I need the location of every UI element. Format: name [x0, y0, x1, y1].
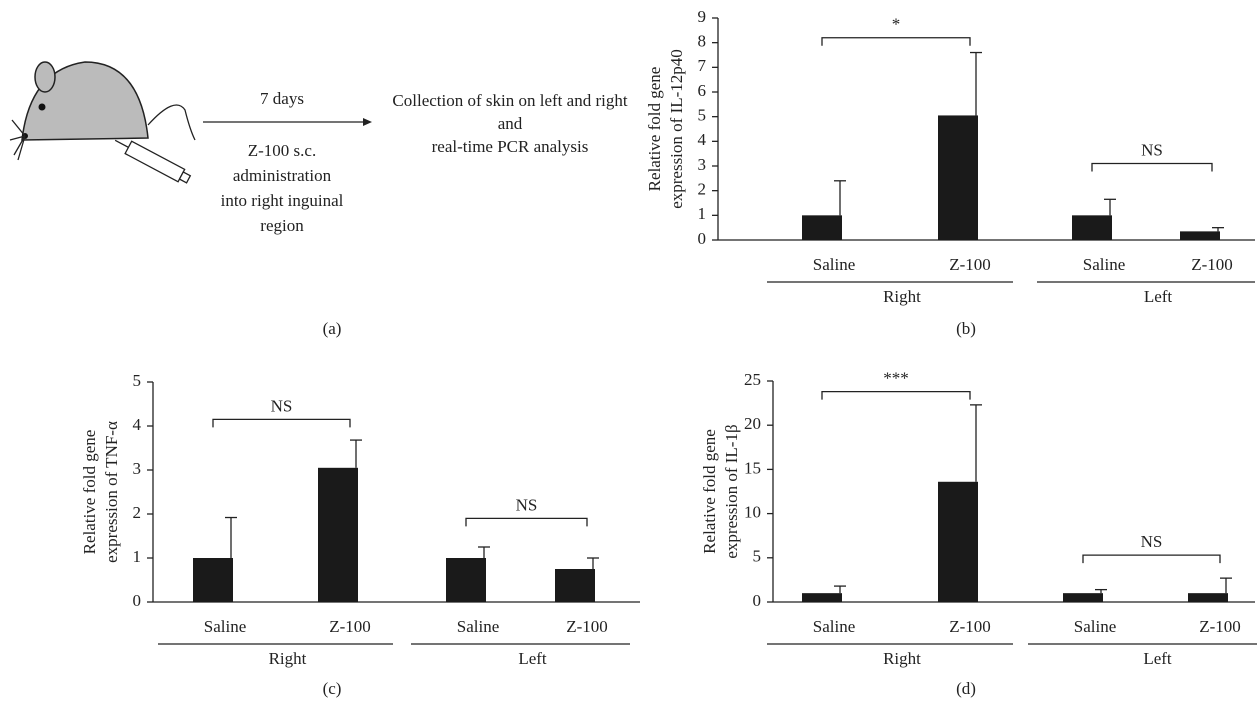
x-tick-label: Saline [1083, 255, 1126, 274]
result-text: real-time PCR analysis [432, 137, 589, 156]
significance-label: * [892, 15, 901, 34]
result-text: Collection of skin on left and right [392, 91, 627, 110]
significance-label: NS [271, 396, 293, 415]
panel-label: (c) [323, 679, 342, 698]
y-axis-label: Relative fold gene [700, 429, 719, 554]
bar [318, 467, 358, 602]
y-axis-label: expression of IL-12p40 [667, 49, 686, 209]
x-tick-label: Z-100 [566, 617, 608, 636]
significance-bracket [465, 517, 588, 527]
x-tick-label: Z-100 [1199, 617, 1241, 636]
y-tick-label: 7 [698, 56, 707, 75]
bar [802, 593, 842, 602]
bar [555, 569, 595, 602]
bar [446, 558, 486, 602]
y-tick-label: 5 [133, 371, 142, 390]
group-label: Right [883, 649, 921, 668]
y-tick-label: 5 [698, 106, 707, 125]
y-tick-label: 1 [698, 204, 707, 223]
arrow-note: region [260, 216, 304, 235]
y-tick-label: 6 [698, 81, 707, 100]
arrow-label: 7 days [260, 89, 304, 108]
x-tick-label: Saline [1074, 617, 1117, 636]
arrow-note: Z-100 s.c. [248, 141, 316, 160]
significance-label: NS [1141, 140, 1163, 159]
y-tick-label: 10 [744, 503, 761, 522]
bar [938, 481, 978, 602]
panel-label: (b) [956, 319, 976, 338]
x-tick-label: Z-100 [1191, 255, 1233, 274]
significance-label: NS [516, 495, 538, 514]
y-tick-label: 3 [133, 459, 142, 478]
bar [1072, 215, 1112, 240]
y-tick-label: 2 [698, 180, 707, 199]
bar [1188, 593, 1228, 602]
y-tick-label: 8 [698, 32, 707, 51]
panel-label: (a) [323, 319, 342, 338]
x-tick-label: Saline [813, 255, 856, 274]
arrow-note: into right inguinal [221, 191, 344, 210]
y-tick-label: 3 [698, 155, 707, 174]
y-axis-label: Relative fold gene [80, 430, 99, 555]
y-tick-label: 20 [744, 414, 761, 433]
y-tick-label: 0 [698, 229, 707, 248]
bar [802, 215, 842, 240]
arrowhead [363, 118, 372, 126]
y-tick-label: 25 [744, 370, 761, 389]
x-tick-label: Saline [204, 617, 247, 636]
x-tick-label: Z-100 [329, 617, 371, 636]
significance-bracket [821, 37, 971, 46]
significance-label: NS [1141, 532, 1163, 551]
y-tick-label: 9 [698, 7, 707, 26]
y-tick-label: 0 [133, 591, 142, 610]
group-label: Right [269, 649, 307, 668]
significance-bracket [1091, 162, 1213, 172]
bar [193, 558, 233, 602]
group-label: Left [1144, 287, 1173, 306]
group-label: Left [518, 649, 547, 668]
significance-bracket [1082, 554, 1221, 564]
y-axis-label: expression of IL-1β [722, 424, 741, 558]
group-label: Right [883, 287, 921, 306]
y-tick-label: 1 [133, 547, 142, 566]
y-tick-label: 15 [744, 458, 761, 477]
mouse-icon [9, 61, 196, 184]
arrow-note: administration [233, 166, 332, 185]
bar [938, 115, 978, 240]
y-tick-label: 4 [133, 415, 142, 434]
bar [1180, 231, 1220, 240]
y-tick-label: 2 [133, 503, 142, 522]
y-axis-label: expression of TNF-α [102, 421, 121, 563]
y-tick-label: 0 [753, 591, 762, 610]
group-label: Left [1143, 649, 1172, 668]
y-tick-label: 4 [698, 130, 707, 149]
x-tick-label: Saline [457, 617, 500, 636]
significance-bracket [821, 390, 971, 400]
result-text: and [498, 114, 523, 133]
x-tick-label: Saline [813, 617, 856, 636]
y-axis-label: Relative fold gene [645, 67, 664, 192]
significance-bracket [212, 418, 351, 428]
x-tick-label: Z-100 [949, 255, 991, 274]
panel-label: (d) [956, 679, 976, 698]
x-tick-label: Z-100 [949, 617, 991, 636]
y-tick-label: 5 [753, 547, 762, 566]
significance-label: *** [883, 369, 909, 388]
bar [1063, 593, 1103, 602]
